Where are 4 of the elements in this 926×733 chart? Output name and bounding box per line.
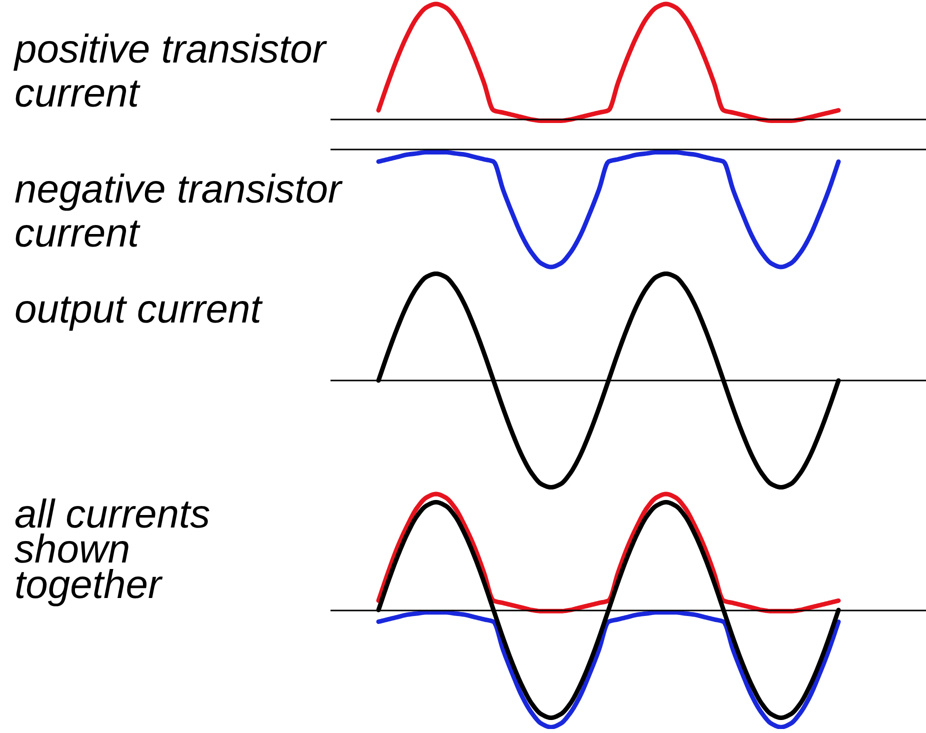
text: negative transistor current	[14, 168, 344, 256]
text: positive transistor current	[14, 28, 328, 116]
chart-title: output current	[14, 288, 264, 332]
text: all currents shown together	[14, 492, 210, 607]
